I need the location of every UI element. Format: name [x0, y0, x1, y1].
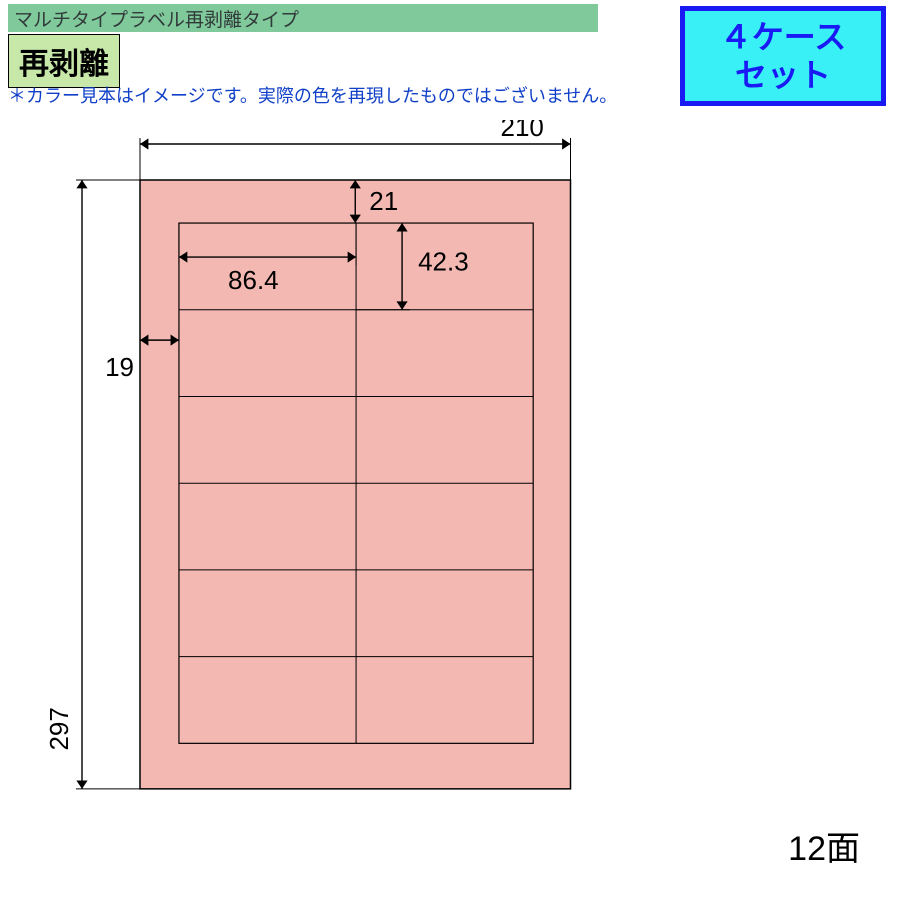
svg-text:86.4: 86.4	[228, 265, 279, 295]
svg-text:210: 210	[501, 120, 544, 142]
svg-text:297: 297	[44, 707, 74, 750]
header-text: マルチタイプラベル再剥離タイプ	[14, 5, 299, 32]
svg-text:21: 21	[369, 186, 398, 216]
label-diagram: 210 297 21 19 86.4 42.3	[20, 120, 880, 890]
removable-badge: 再剥離	[8, 34, 120, 88]
disclaimer-text: ＊カラー見本はイメージです。実際の色を再現したものではございません。	[8, 82, 617, 108]
case-set-box: ４ケース セット	[680, 6, 886, 106]
header-bar: マルチタイプラベル再剥離タイプ	[8, 4, 598, 32]
case-line-2: セット	[735, 56, 831, 94]
badge-text: 再剥離	[19, 48, 109, 81]
svg-text:19: 19	[105, 352, 134, 382]
svg-text:42.3: 42.3	[418, 247, 469, 277]
faces-count: 12面	[788, 821, 860, 870]
case-line-1: ４ケース	[720, 18, 846, 56]
